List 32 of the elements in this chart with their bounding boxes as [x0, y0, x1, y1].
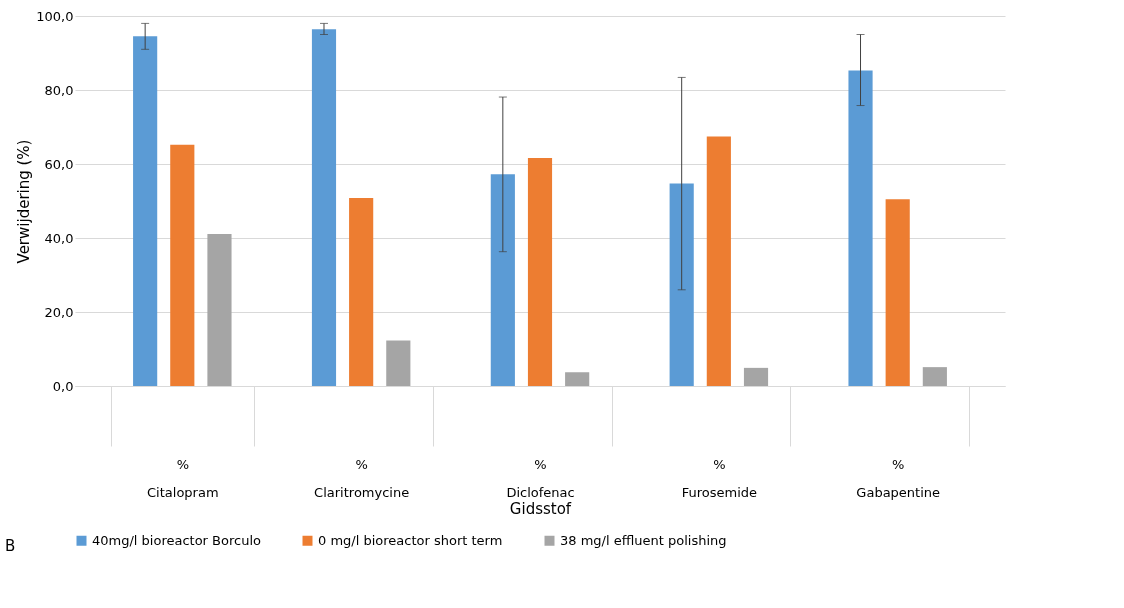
- legend-label: 0 mg/l bioreactor short term: [318, 532, 503, 548]
- y-tick-label: 80,0: [44, 82, 74, 98]
- x-tick-label: % Citalopram: [147, 456, 219, 500]
- bar: [706, 136, 731, 386]
- y-tick-label: 0,0: [52, 378, 74, 394]
- bar: [743, 367, 769, 386]
- bar: [386, 340, 411, 386]
- text: B: [5, 537, 16, 555]
- bar: [133, 36, 158, 386]
- x-tick-label: % Claritromycine: [314, 456, 410, 500]
- y-tick-label: 20,0: [44, 304, 74, 320]
- bar: [885, 199, 910, 386]
- bar: [527, 158, 553, 386]
- y-axis-title: Verwijdering (%): [15, 139, 34, 264]
- x-tick-label: % Gabapentine: [856, 456, 941, 500]
- bar: [490, 174, 515, 386]
- y-tick-label: 60,0: [44, 156, 74, 172]
- y-tick-label: 100,0: [36, 8, 74, 24]
- bar: [922, 367, 947, 386]
- legend-label: 38 mg/l effluent polishing: [560, 532, 727, 548]
- legend-label: 40mg/l bioreactor Borculo: [92, 532, 262, 548]
- bar: [311, 29, 337, 386]
- y-tick-label: 40,0: [44, 230, 74, 246]
- bar: [669, 183, 694, 386]
- x-tick-label: % Furosemide: [681, 456, 758, 500]
- x-axis-title: Gidsstof: [509, 499, 572, 518]
- bar: [170, 144, 195, 386]
- bar: [848, 70, 873, 386]
- bar: [565, 372, 590, 386]
- bar: [207, 233, 232, 386]
- bar: [349, 198, 374, 386]
- x-tick-label: % Diclofenac: [506, 456, 575, 500]
